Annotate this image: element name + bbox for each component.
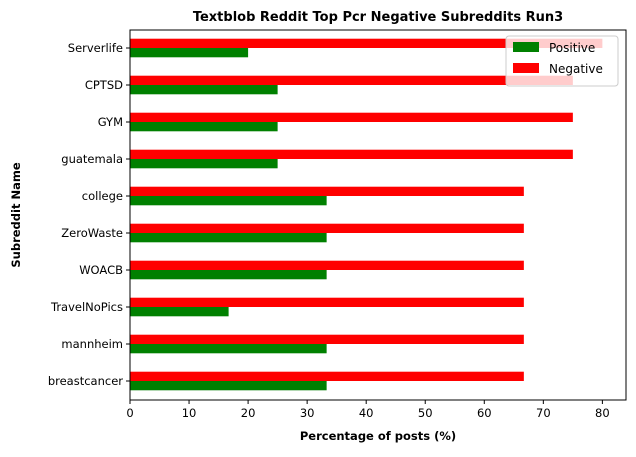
bar-positive-serverlife	[130, 48, 249, 58]
legend: Positive Negative	[505, 35, 619, 87]
y-tick-label-guatemala: guatemala	[61, 152, 123, 166]
y-axis-label: Subreddit Name	[9, 162, 23, 267]
y-axis: Serverlife CPTSD GYM guatemala college ZeroWa…	[48, 41, 130, 388]
y-tick-label-serverlife: Serverlife	[68, 41, 123, 55]
bar-positive-travelnopics	[130, 307, 229, 317]
bar-positive-breastcancer	[130, 381, 327, 391]
x-tick-label-40: 40	[359, 406, 374, 420]
bar-negative-travelnopics	[130, 297, 524, 307]
bar-positive-mannheim	[130, 344, 327, 354]
bar-positive-guatemala	[130, 159, 278, 169]
x-axis-label: Percentage of posts (%)	[300, 429, 456, 443]
bar-positive-gym	[130, 122, 278, 132]
bar-negative-guatemala	[130, 149, 573, 159]
bar-negative-cptsd	[130, 75, 573, 85]
x-tick-label-30: 30	[300, 406, 315, 420]
y-tick-label-mannheim: mannheim	[61, 337, 123, 351]
y-tick-label-breastcancer: breastcancer	[48, 374, 123, 388]
bar-negative-breastcancer	[130, 371, 524, 381]
legend-swatch-negative	[513, 63, 539, 73]
x-tick-label-70: 70	[536, 406, 551, 420]
x-tick-label-50: 50	[418, 406, 433, 420]
bar-negative-mannheim	[130, 334, 524, 344]
y-tick-label-cptsd: CPTSD	[85, 78, 123, 92]
y-tick-label-zerowaste: ZeroWaste	[61, 226, 123, 240]
plot-frame	[129, 29, 627, 401]
bar-positive-woacb	[130, 270, 327, 280]
legend-swatch-positive	[513, 42, 539, 52]
x-tick-label-60: 60	[477, 406, 492, 420]
bar-positive-college	[130, 196, 327, 206]
x-axis: 0 10 20 30 40 50 60 70 80	[126, 400, 610, 420]
bar-negative-zerowaste	[130, 223, 524, 233]
bar-positive-zerowaste	[130, 233, 327, 243]
y-tick-label-woacb: WOACB	[79, 263, 123, 277]
x-tick-label-0: 0	[126, 406, 133, 420]
x-tick-label-80: 80	[595, 406, 610, 420]
y-tick-label-travelnopics: TravelNoPics	[50, 300, 123, 314]
bar-negative-woacb	[130, 260, 524, 270]
bar-negative-college	[130, 186, 524, 196]
chart-title: Textblob Reddit Top Pcr Negative Subredd…	[193, 10, 563, 25]
y-tick-label-gym: GYM	[98, 115, 123, 129]
bar-negative-gym	[130, 112, 573, 122]
x-tick-label-10: 10	[182, 406, 197, 420]
bar-negative-serverlife	[130, 38, 603, 48]
bar-positive-cptsd	[130, 85, 278, 95]
y-tick-label-college: college	[82, 189, 123, 203]
legend-label-positive: Positive	[549, 41, 595, 55]
bars-group	[130, 38, 603, 391]
legend-label-negative: Negative	[549, 62, 603, 76]
x-tick-label-20: 20	[241, 406, 256, 420]
